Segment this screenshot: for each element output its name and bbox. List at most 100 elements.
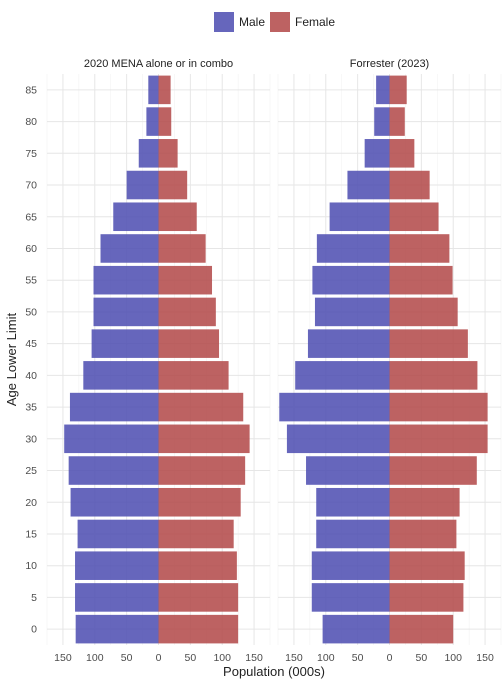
x-tick-label: 100 <box>86 652 104 664</box>
bar-female-age-75 <box>158 139 178 168</box>
x-tick-label: 150 <box>285 652 303 664</box>
x-axis: 150 100 50 0 50 100 150 <box>54 652 263 664</box>
bars <box>64 75 250 644</box>
y-tick-label: 70 <box>25 180 37 192</box>
y-tick-label: 25 <box>25 465 37 477</box>
y-tick-label: 0 <box>31 624 37 636</box>
y-tick-label: 85 <box>25 84 37 96</box>
x-tick-label: 150 <box>245 652 263 664</box>
bar-male-age-15 <box>77 519 159 549</box>
bar-female-age-30 <box>389 424 488 454</box>
panel-title-right: Forrester (2023) <box>350 58 429 70</box>
y-tick-label: 45 <box>25 338 37 350</box>
bar-male-age-60 <box>316 234 390 263</box>
x-tick-label: 50 <box>352 652 364 664</box>
y-tick-label: 5 <box>31 592 37 604</box>
y-axis-title: Age Lower Limit <box>4 313 19 407</box>
y-tick-label: 55 <box>25 275 37 287</box>
x-tick-label: 50 <box>121 652 133 664</box>
bar-male-age-65 <box>329 202 390 232</box>
y-tick-label: 80 <box>25 116 37 128</box>
bar-male-age-35 <box>279 392 390 422</box>
bars <box>279 75 488 644</box>
x-axis: 150 100 50 0 50 100 150 <box>285 652 494 664</box>
bar-male-age-50 <box>314 297 390 327</box>
bar-female-age-25 <box>158 456 246 485</box>
bar-female-age-45 <box>158 329 220 358</box>
bar-male-age-50 <box>93 297 159 327</box>
bar-male-age-75 <box>138 139 159 168</box>
y-tick-label: 20 <box>25 497 37 509</box>
bar-male-age-80 <box>374 107 390 136</box>
bar-male-age-10 <box>311 551 390 580</box>
bar-female-age-15 <box>158 519 234 549</box>
bar-female-age-45 <box>389 329 468 358</box>
bar-male-age-55 <box>93 265 159 295</box>
bar-male-age-75 <box>364 139 390 168</box>
bar-female-age-55 <box>389 265 453 295</box>
bar-male-age-0 <box>75 614 159 644</box>
bar-male-age-25 <box>68 456 159 485</box>
bar-male-age-5 <box>75 583 159 612</box>
y-tick-label: 65 <box>25 211 37 223</box>
bar-male-age-70 <box>126 170 159 200</box>
x-tick-label: 100 <box>444 652 462 664</box>
y-tick-label: 30 <box>25 433 37 445</box>
bar-male-age-80 <box>146 107 159 136</box>
y-tick-label: 10 <box>25 560 37 572</box>
bar-female-age-40 <box>389 361 478 390</box>
bar-female-age-75 <box>389 139 415 168</box>
bar-male-age-65 <box>113 202 159 232</box>
panel-title-left: 2020 MENA alone or in combo <box>84 58 233 70</box>
bar-male-age-40 <box>83 361 159 390</box>
bar-male-age-10 <box>75 551 159 580</box>
panel-1: 150 100 50 0 50 100 150 <box>46 74 271 664</box>
bar-female-age-20 <box>389 487 460 517</box>
x-tick-label: 100 <box>213 652 231 664</box>
bar-female-age-85 <box>158 75 171 105</box>
bar-female-age-60 <box>389 234 450 263</box>
bar-female-age-25 <box>389 456 477 485</box>
legend-key-male <box>214 12 234 32</box>
bar-male-age-60 <box>100 234 159 263</box>
bar-female-age-30 <box>158 424 250 454</box>
bar-female-age-20 <box>158 487 241 517</box>
x-tick-label: 0 <box>387 652 393 664</box>
bar-female-age-35 <box>158 392 244 422</box>
x-tick-label: 150 <box>54 652 72 664</box>
bar-male-age-20 <box>70 487 159 517</box>
y-tick-label: 40 <box>25 370 37 382</box>
y-axis: 0 5 10 15 20 25 30 35 40 45 50 55 60 65 70 75 80 85 <box>25 84 37 635</box>
legend-label-male: Male <box>239 15 265 29</box>
bar-female-age-0 <box>158 614 239 644</box>
bar-male-age-15 <box>316 519 390 549</box>
legend: Male Female <box>214 12 335 32</box>
bar-female-age-80 <box>389 107 405 136</box>
bar-male-age-5 <box>311 583 390 612</box>
bar-male-age-20 <box>316 487 390 517</box>
bar-female-age-5 <box>158 583 239 612</box>
legend-key-female <box>270 12 290 32</box>
panel-2: 150 100 50 0 50 100 150 <box>277 74 502 664</box>
bar-female-age-65 <box>158 202 197 232</box>
bar-female-age-35 <box>389 392 488 422</box>
x-tick-label: 150 <box>476 652 494 664</box>
bar-female-age-60 <box>158 234 206 263</box>
bar-male-age-35 <box>69 392 159 422</box>
x-tick-label: 0 <box>156 652 162 664</box>
bar-male-age-25 <box>306 456 390 485</box>
x-tick-label: 100 <box>317 652 335 664</box>
panels: 150 100 50 0 50 100 150 150 100 50 0 50 100 150 <box>46 74 502 664</box>
bar-female-age-70 <box>158 170 188 200</box>
bar-female-age-15 <box>389 519 457 549</box>
bar-male-age-30 <box>286 424 390 454</box>
bar-female-age-50 <box>158 297 216 327</box>
bar-female-age-70 <box>389 170 430 200</box>
bar-male-age-30 <box>64 424 159 454</box>
bar-male-age-45 <box>91 329 159 358</box>
bar-male-age-40 <box>295 361 390 390</box>
y-tick-label: 75 <box>25 148 37 160</box>
bar-female-age-85 <box>389 75 407 105</box>
bar-female-age-80 <box>158 107 172 136</box>
